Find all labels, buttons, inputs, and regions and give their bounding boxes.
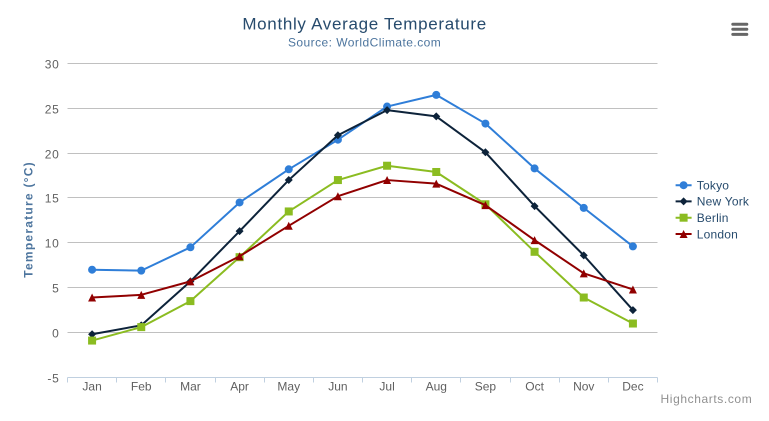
svg-text:New York: New York: [697, 195, 750, 209]
svg-text:Sep: Sep: [475, 380, 497, 394]
svg-text:0: 0: [52, 327, 59, 341]
svg-text:20: 20: [45, 148, 60, 162]
svg-text:Mar: Mar: [180, 380, 201, 394]
svg-text:Oct: Oct: [525, 380, 544, 394]
svg-text:Feb: Feb: [131, 380, 152, 394]
svg-text:London: London: [697, 227, 738, 241]
svg-text:Jan: Jan: [82, 380, 101, 394]
svg-text:Jul: Jul: [379, 380, 394, 394]
svg-text:5: 5: [52, 282, 59, 296]
svg-text:25: 25: [45, 103, 60, 117]
svg-text:Aug: Aug: [426, 380, 447, 394]
svg-text:30: 30: [45, 58, 60, 72]
svg-text:May: May: [277, 380, 300, 394]
svg-text:Tokyo: Tokyo: [697, 179, 729, 193]
svg-text:-5: -5: [47, 372, 59, 386]
svg-text:Nov: Nov: [573, 380, 594, 394]
svg-text:Dec: Dec: [622, 380, 643, 394]
svg-text:15: 15: [45, 192, 60, 206]
svg-text:Temperature (°C): Temperature (°C): [22, 161, 36, 278]
svg-text:10: 10: [45, 237, 60, 251]
svg-text:Monthly Average Temperature: Monthly Average Temperature: [242, 15, 487, 34]
svg-text:Apr: Apr: [230, 380, 249, 394]
svg-text:Source: WorldClimate.com: Source: WorldClimate.com: [288, 35, 441, 49]
svg-text:Highcharts.com: Highcharts.com: [661, 392, 753, 406]
svg-text:Jun: Jun: [328, 380, 347, 394]
svg-text:Berlin: Berlin: [697, 211, 729, 225]
